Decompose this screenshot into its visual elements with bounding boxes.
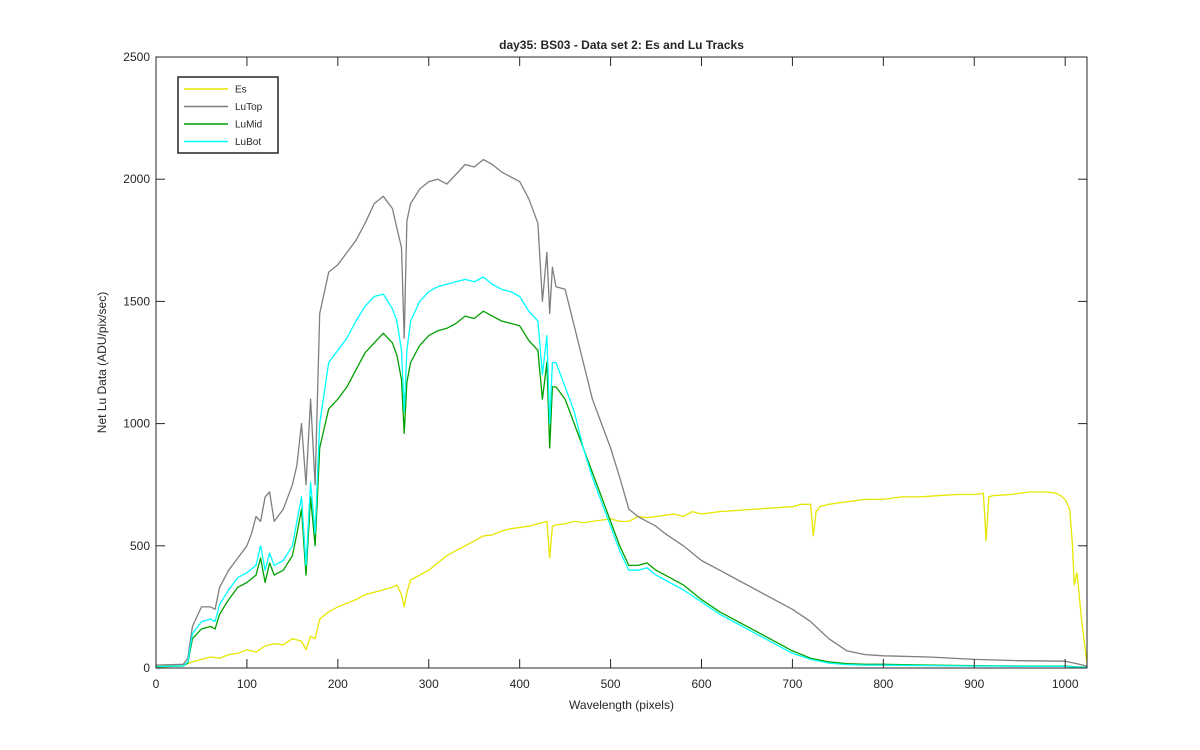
series-line-lutop [156, 158, 1087, 667]
x-tick-label: 900 [964, 677, 984, 691]
x-tick-label: 300 [419, 677, 439, 691]
legend-label-es: Es [235, 85, 247, 96]
y-tick-label: 2500 [123, 50, 150, 64]
y-tick-label: 1500 [123, 294, 150, 308]
axes-box [155, 56, 1088, 669]
series-lines [156, 158, 1087, 668]
x-tick-label: 1000 [1052, 677, 1079, 691]
x-tick-label: 200 [328, 677, 348, 691]
x-tick-label: 700 [782, 677, 802, 691]
y-tick-label: 0 [143, 661, 150, 675]
x-tick-label: 600 [691, 677, 711, 691]
plot-background [156, 57, 1087, 668]
x-tick-label: 500 [601, 677, 621, 691]
y-tick-label: 1000 [123, 417, 150, 431]
x-tick-label: 0 [153, 677, 160, 691]
legend: Es LuTop LuMid LuBot [177, 76, 279, 154]
legend-label-lubot: LuBot [235, 137, 261, 148]
series-line-lubot [156, 276, 1087, 668]
series-line-es [156, 491, 1087, 667]
y-axis-label: Net Lu Data (ADU/pix/sec) [95, 292, 109, 433]
chart-title: day35: BS03 - Data set 2: Es and Lu Trac… [499, 38, 744, 52]
legend-label-lutop: LuTop [235, 102, 263, 113]
x-axis-label: Wavelength (pixels) [569, 698, 674, 712]
series-line-lumid [156, 310, 1087, 668]
y-tick-label: 2000 [123, 172, 150, 186]
legend-label-lumid: LuMid [235, 120, 262, 131]
x-axis-ticks: 0 100 200 300 400 500 600 700 800 900 1000 [153, 57, 1079, 691]
y-axis-ticks: 0 500 1000 1500 2000 2500 [123, 50, 1087, 675]
x-tick-label: 800 [873, 677, 893, 691]
plot-area [155, 56, 1088, 669]
x-tick-label: 100 [237, 677, 257, 691]
x-tick-label: 400 [510, 677, 530, 691]
y-tick-label: 500 [130, 539, 150, 553]
